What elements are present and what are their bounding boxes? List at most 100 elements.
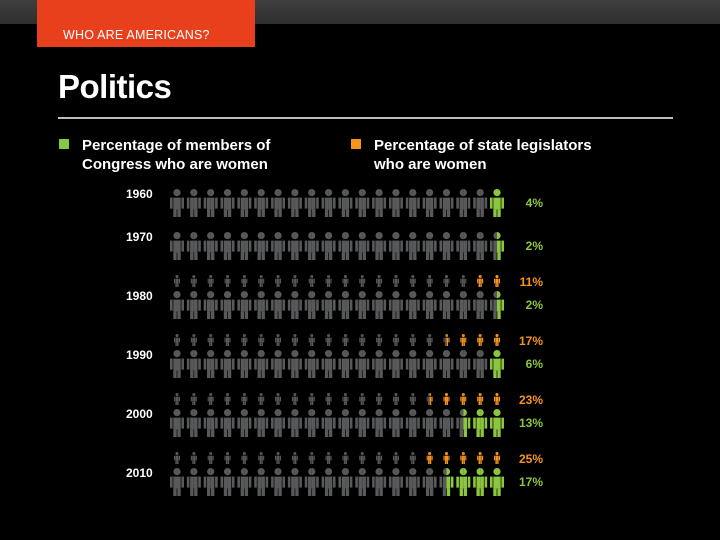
figure-mark	[322, 232, 336, 260]
figure-mark	[322, 409, 336, 437]
figure-mark	[355, 468, 369, 496]
figure-mark	[389, 468, 403, 496]
figure-mark	[406, 468, 420, 496]
congress-figure-mark	[473, 409, 487, 437]
congress-figure-mark	[490, 189, 504, 217]
figure-mark	[473, 350, 487, 378]
figure-mark	[338, 409, 352, 437]
figure-mark	[372, 409, 386, 437]
figure-mark	[389, 409, 403, 437]
state-figure-mark	[477, 275, 483, 287]
figure-mark	[191, 452, 197, 464]
state-figure-mark	[477, 393, 483, 405]
figure-mark	[359, 334, 365, 346]
figure-mark	[393, 393, 399, 405]
figure-mark	[410, 334, 416, 346]
congress-figure-mark	[456, 468, 470, 496]
figure-mark	[359, 452, 365, 464]
figure-mark	[275, 334, 281, 346]
figure-mark	[187, 232, 201, 260]
figure-mark	[225, 452, 231, 464]
figure-mark	[355, 409, 369, 437]
figure-mark	[389, 189, 403, 217]
figure-mark	[208, 393, 214, 405]
figure-mark	[393, 275, 399, 287]
figure-mark	[338, 232, 352, 260]
figure-mark	[275, 393, 281, 405]
figure-mark	[393, 334, 399, 346]
figure-mark	[221, 350, 235, 378]
figure-mark	[170, 468, 184, 496]
figure-mark	[338, 350, 352, 378]
figure-mark	[473, 189, 487, 217]
figure-mark	[271, 232, 285, 260]
figure-mark	[372, 189, 386, 217]
state-figure-mark	[477, 334, 483, 346]
figure-mark	[204, 189, 218, 217]
figure-mark	[473, 232, 487, 260]
figure-mark	[456, 350, 470, 378]
figure-mark	[292, 275, 298, 287]
year-label: 1990	[126, 348, 153, 362]
figure-mark	[389, 350, 403, 378]
figure-mark	[204, 291, 218, 319]
figure-mark	[309, 452, 315, 464]
figure-mark	[204, 409, 218, 437]
figure-mark	[241, 275, 247, 287]
figure-mark	[275, 452, 281, 464]
figure-mark	[187, 291, 201, 319]
figure-mark	[410, 452, 416, 464]
figure-mark	[221, 189, 235, 217]
figure-mark	[372, 350, 386, 378]
figure-mark	[309, 393, 315, 405]
figure-mark	[288, 291, 302, 319]
figure-mark	[258, 334, 264, 346]
figure-mark	[372, 468, 386, 496]
figure-mark	[439, 291, 453, 319]
figure-mark	[292, 452, 298, 464]
figure-mark	[305, 232, 319, 260]
figure-mark	[237, 189, 251, 217]
year-label: 1980	[126, 289, 153, 303]
figure-mark	[376, 275, 382, 287]
figure-mark	[187, 350, 201, 378]
figure-mark	[170, 189, 184, 217]
figure-mark	[410, 275, 416, 287]
state-pct-label: 23%	[519, 393, 543, 407]
figure-mark	[174, 275, 180, 287]
figure-mark	[237, 350, 251, 378]
figure-mark	[439, 409, 453, 437]
figure-mark	[187, 409, 201, 437]
figure-mark	[288, 232, 302, 260]
figure-mark	[427, 334, 433, 346]
figure-mark	[427, 275, 433, 287]
congress-pct-label: 2%	[526, 239, 544, 253]
figure-mark	[237, 468, 251, 496]
figure-mark	[191, 275, 197, 287]
congress-pct-label: 13%	[519, 416, 543, 430]
figure-mark	[204, 232, 218, 260]
figure-mark	[423, 409, 437, 437]
state-figure-mark	[494, 393, 500, 405]
figure-mark	[322, 350, 336, 378]
figure-mark	[406, 350, 420, 378]
state-figure-mark	[460, 393, 466, 405]
figure-mark	[322, 468, 336, 496]
figure-mark	[288, 409, 302, 437]
figure-mark	[237, 409, 251, 437]
figure-mark	[254, 232, 268, 260]
figure-mark	[187, 468, 201, 496]
figure-mark	[406, 232, 420, 260]
congress-pct-label: 2%	[526, 298, 544, 312]
figure-mark	[342, 452, 348, 464]
figure-mark	[187, 189, 201, 217]
figure-mark	[376, 393, 382, 405]
figure-mark	[225, 275, 231, 287]
figure-mark	[406, 409, 420, 437]
figure-mark	[359, 275, 365, 287]
year-label: 1960	[126, 187, 153, 201]
figure-mark	[322, 291, 336, 319]
figure-mark	[208, 275, 214, 287]
figure-mark	[305, 409, 319, 437]
figure-mark	[288, 350, 302, 378]
